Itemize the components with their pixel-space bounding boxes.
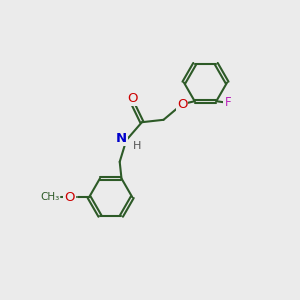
Text: CH₃: CH₃ — [40, 192, 59, 202]
Text: H: H — [133, 141, 141, 151]
Text: O: O — [64, 191, 75, 204]
Text: O: O — [177, 98, 187, 111]
Text: O: O — [128, 92, 138, 105]
Text: F: F — [224, 96, 231, 109]
Text: N: N — [115, 132, 127, 145]
